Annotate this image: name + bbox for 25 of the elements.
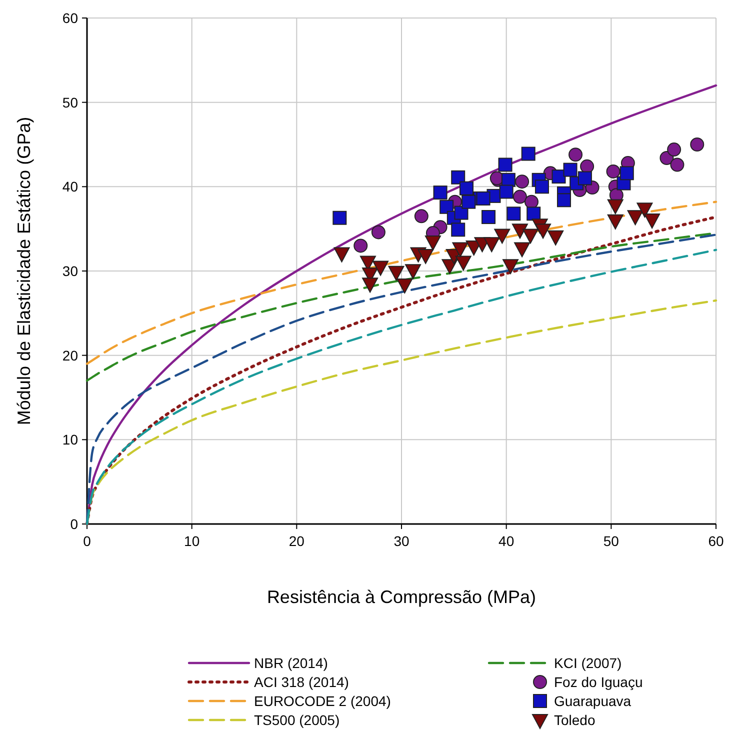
x-tick-label: 50 [603,533,620,549]
legend-label: ACI 318 (2014) [254,674,349,690]
legend-label: NBR (2014) [254,655,328,671]
legend-label: Foz do Iguaçu [554,674,643,690]
legend-label: TS500 (2005) [254,712,340,728]
y-tick-label: 20 [62,347,78,364]
x-axis-title: Resistência à Compressão (MPa) [266,587,536,607]
legend-label: Toledo [554,712,596,728]
y-tick-label: 10 [62,432,78,448]
legend-label: KCI (2007) [554,655,622,671]
x-tick-label: 30 [394,533,410,549]
x-tick-label: 40 [498,533,514,549]
x-tick-label: 60 [708,533,724,549]
y-tick-label: 60 [62,10,78,26]
legend-label: EUROCODE 2 (2004) [254,693,391,709]
y-tick-label: 30 [62,263,78,279]
x-tick-label: 10 [184,533,200,549]
x-tick-label: 20 [288,533,305,549]
line-series [86,200,718,365]
y-tick-label: 0 [70,516,78,532]
legend-label: Guarapuava [554,693,632,709]
y-axis-title: Módulo de Elasticidade Estático (GPa) [14,116,34,426]
x-tick-label: 0 [83,533,92,549]
y-tick-label: 50 [62,94,78,110]
y-tick-label: 40 [62,178,78,195]
